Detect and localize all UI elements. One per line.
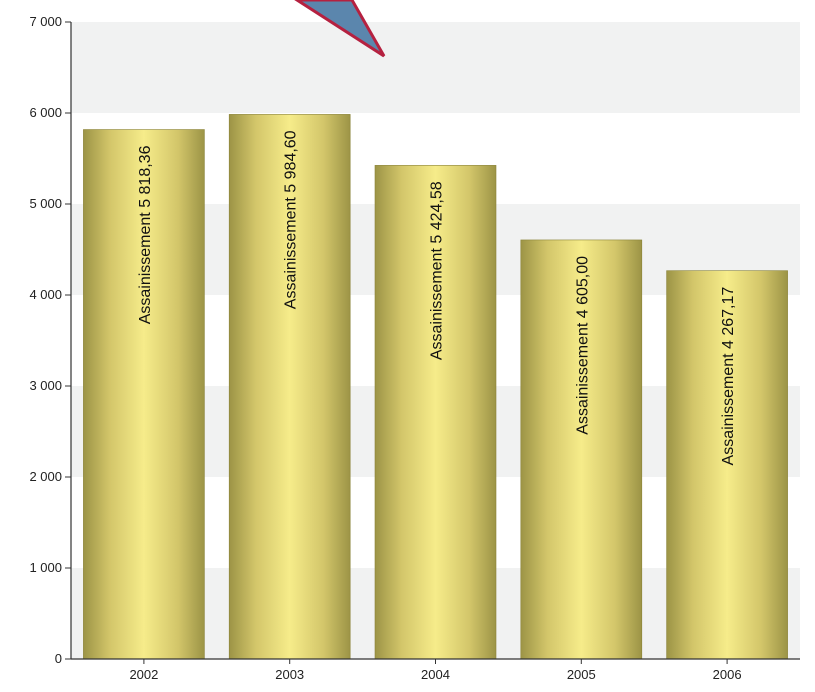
bar — [666, 270, 788, 660]
y-tick-label: 3 000 — [29, 378, 62, 393]
y-tick-label: 2 000 — [29, 469, 62, 484]
x-tick-label: 2004 — [421, 667, 450, 682]
y-axis: 0 1 000 2 000 3 000 4 000 5 000 6 000 7 000 — [29, 14, 71, 666]
y-tick-label: 0 — [55, 651, 62, 666]
grid-band — [71, 22, 800, 113]
bar — [83, 129, 205, 660]
arrow-icon — [294, 0, 386, 58]
bar-data-label: Assainissement 5 424,58 — [429, 181, 446, 360]
bar-data-label: Assainissement 5 984,60 — [283, 130, 300, 309]
x-tick-label: 2006 — [713, 667, 742, 682]
bar-data-label: Assainissement 4 605,00 — [574, 256, 591, 435]
y-tick-label: 4 000 — [29, 287, 62, 302]
y-tick-label: 7 000 — [29, 14, 62, 29]
y-tick-label: 1 000 — [29, 560, 62, 575]
x-tick-label: 2005 — [567, 667, 596, 682]
bar-series: Assainissement 5 818,36 Assainissement 5 … — [83, 114, 788, 660]
x-axis: 2002 2003 2004 2005 2006 — [129, 659, 742, 682]
x-tick-label: 2003 — [275, 667, 304, 682]
bar — [374, 165, 497, 660]
bar-data-label: Assainissement 5 818,36 — [137, 145, 154, 324]
x-tick-label: 2002 — [129, 667, 158, 682]
y-tick-label: 5 000 — [29, 196, 62, 211]
bar-data-label: Assainissement 4 267,17 — [720, 287, 737, 466]
y-tick-label: 6 000 — [29, 105, 62, 120]
bar — [520, 239, 643, 660]
bar — [228, 114, 351, 660]
